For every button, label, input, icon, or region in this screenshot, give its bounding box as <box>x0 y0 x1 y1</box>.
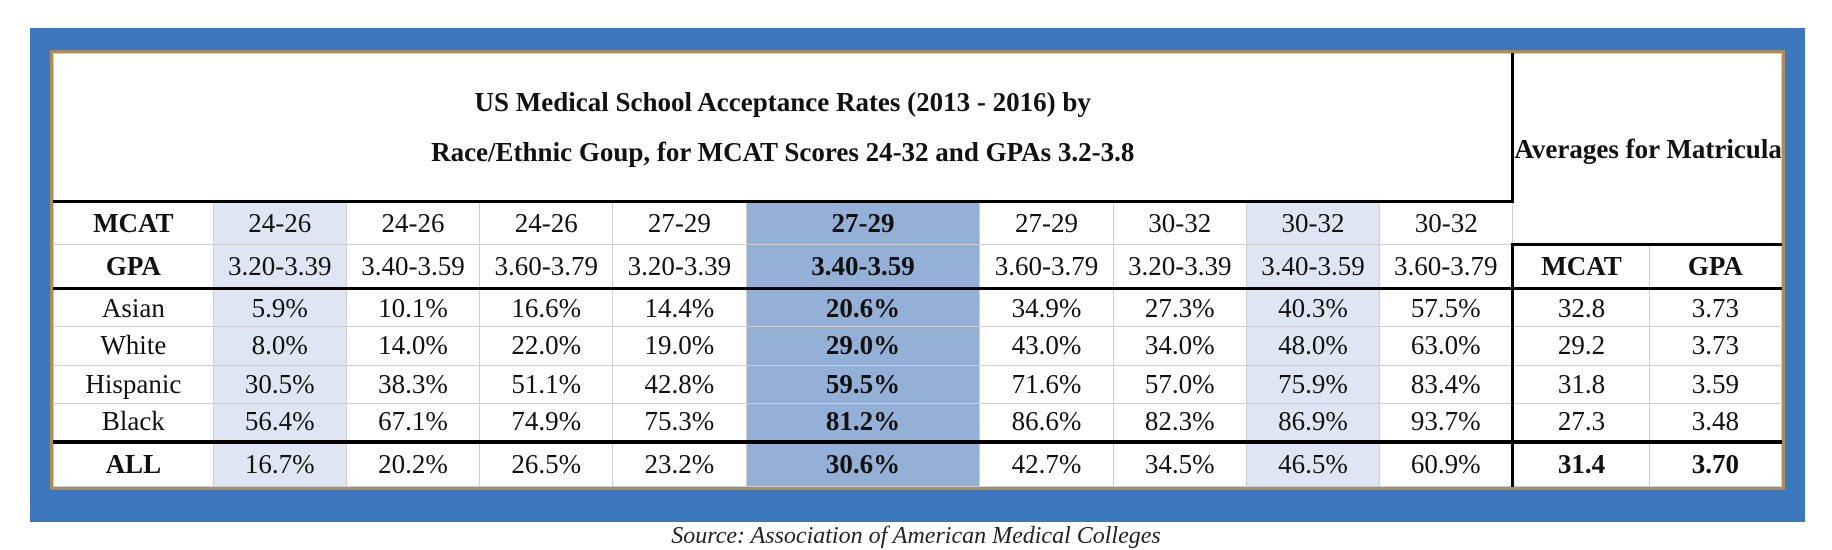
acceptance-rate-cell: 34.5% <box>1112 439 1247 487</box>
table-title-line2: Race/Ethnic Goup, for MCAT Scores 24-32 … <box>431 136 1135 167</box>
acceptance-rate-cell: 63.0% <box>1379 326 1515 366</box>
gpa-range-header: 3.40-3.59 <box>1245 244 1381 290</box>
average-column-header: GPA <box>1648 244 1783 290</box>
mcat-range-header: 30-32 <box>1245 200 1381 246</box>
table-frame: US Medical School Acceptance Rates (2013… <box>30 28 1805 522</box>
table-title: US Medical School Acceptance Rates (2013… <box>52 53 1515 203</box>
gpa-range-header: 3.20-3.39 <box>1112 244 1247 290</box>
source-note: Source: Association of American Medical … <box>671 523 1161 549</box>
group-label: ALL <box>53 439 214 487</box>
avg-mcat-cell: 32.8 <box>1512 287 1650 328</box>
avg-gpa-cell: 3.73 <box>1648 326 1783 366</box>
avg-gpa-cell: 3.59 <box>1648 364 1783 404</box>
acceptance-rate-cell: 29.0% <box>745 326 981 366</box>
gpa-range-header: 3.60-3.79 <box>479 244 614 290</box>
acceptance-rate-cell: 20.2% <box>345 439 481 487</box>
mcat-range-header: 27-29 <box>612 200 747 246</box>
acceptance-rate-cell: 30.5% <box>212 364 347 404</box>
gpa-range-header: 3.20-3.39 <box>212 244 347 290</box>
acceptance-rate-cell: 46.5% <box>1245 439 1381 487</box>
acceptance-rate-cell: 93.7% <box>1379 402 1515 443</box>
mcat-row-label: MCAT <box>53 200 214 246</box>
acceptance-rate-cell: 40.3% <box>1245 287 1381 328</box>
mcat-range-header: 24-26 <box>212 200 347 246</box>
table-row: Asian 5.9% 10.1% 16.6% 14.4% 20.6% 34.9% 27.3% 4… <box>53 287 1783 328</box>
table-title-line1: US Medical School Acceptance Rates (2013… <box>474 86 1091 117</box>
table-inner-border: US Medical School Acceptance Rates (2013… <box>50 50 1785 490</box>
acceptance-rate-cell: 48.0% <box>1245 326 1381 366</box>
acceptance-rate-cell: 86.9% <box>1245 402 1381 443</box>
gpa-range-header: 3.60-3.79 <box>1379 244 1515 290</box>
acceptance-rate-cell: 14.0% <box>345 326 481 366</box>
acceptance-rate-cell: 57.5% <box>1379 287 1515 328</box>
acceptance-rate-cell: 34.9% <box>979 287 1114 328</box>
gpa-range-header: 3.40-3.59 <box>345 244 481 290</box>
acceptance-rate-cell: 82.3% <box>1112 402 1247 443</box>
acceptance-rate-cell: 38.3% <box>345 364 481 404</box>
acceptance-rate-cell: 75.3% <box>612 402 747 443</box>
acceptance-rate-cell: 51.1% <box>479 364 614 404</box>
group-label: Asian <box>53 287 214 328</box>
acceptance-rate-cell: 27.3% <box>1112 287 1247 328</box>
acceptance-rate-cell: 8.0% <box>212 326 347 366</box>
table-total-row: ALL 16.7% 20.2% 26.5% 23.2% 30.6% 42.7% 34.5% 46… <box>53 439 1783 487</box>
acceptance-rate-cell: 23.2% <box>612 439 747 487</box>
acceptance-rate-cell: 5.9% <box>212 287 347 328</box>
avg-mcat-cell: 29.2 <box>1512 326 1650 366</box>
acceptance-rate-cell: 60.9% <box>1379 439 1515 487</box>
acceptance-rate-cell: 30.6% <box>745 439 981 487</box>
mcat-range-header: 30-32 <box>1379 200 1514 246</box>
acceptance-rate-cell: 16.6% <box>479 287 614 328</box>
acceptance-rate-cell: 75.9% <box>1245 364 1381 404</box>
acceptance-rate-cell: 71.6% <box>979 364 1114 404</box>
avg-gpa-cell: 3.48 <box>1648 402 1783 443</box>
acceptance-rate-cell: 57.0% <box>1112 364 1247 404</box>
table-row: Black 56.4% 67.1% 74.9% 75.3% 81.2% 86.6% 82.3%… <box>53 402 1783 443</box>
acceptance-rate-cell: 16.7% <box>212 439 347 487</box>
acceptance-rate-cell: 56.4% <box>212 402 347 443</box>
averages-title: Averages for Matriculants by Race/Ethnic… <box>1512 52 1782 247</box>
acceptance-rate-cell: 26.5% <box>479 439 614 487</box>
acceptance-rate-cell: 81.2% <box>745 402 981 443</box>
acceptance-rate-table: US Medical School Acceptance Rates (2013… <box>52 52 1783 487</box>
acceptance-rate-cell: 14.4% <box>612 287 747 328</box>
average-column-header: MCAT <box>1511 244 1650 290</box>
acceptance-rate-cell: 19.0% <box>612 326 747 366</box>
group-label: White <box>53 326 214 366</box>
avg-mcat-cell: 31.8 <box>1512 364 1650 404</box>
avg-gpa-cell: 3.70 <box>1648 439 1783 487</box>
mcat-range-header: 24-26 <box>345 200 481 246</box>
avg-mcat-cell: 31.4 <box>1512 439 1650 487</box>
table-row: White 8.0% 14.0% 22.0% 19.0% 29.0% 43.0% 34.0% 4… <box>53 326 1783 366</box>
gpa-range-header: 3.40-3.59 <box>745 244 981 290</box>
table-row: Hispanic 30.5% 38.3% 51.1% 42.8% 59.5% 71.6% 57… <box>53 364 1783 404</box>
avg-gpa-cell: 3.73 <box>1648 287 1783 328</box>
acceptance-rate-cell: 67.1% <box>345 402 481 443</box>
acceptance-rate-cell: 74.9% <box>479 402 614 443</box>
group-label: Hispanic <box>53 364 214 404</box>
acceptance-rate-cell: 59.5% <box>745 364 981 404</box>
mcat-range-header: 27-29 <box>745 200 981 246</box>
avg-mcat-cell: 27.3 <box>1512 402 1650 443</box>
gpa-range-header: 3.20-3.39 <box>612 244 747 290</box>
acceptance-rate-cell: 22.0% <box>479 326 614 366</box>
acceptance-rate-cell: 42.8% <box>612 364 747 404</box>
acceptance-rate-cell: 10.1% <box>345 287 481 328</box>
acceptance-rate-cell: 34.0% <box>1112 326 1247 366</box>
group-label: Black <box>53 402 214 443</box>
gpa-range-header: 3.60-3.79 <box>979 244 1114 290</box>
acceptance-rate-cell: 43.0% <box>979 326 1114 366</box>
gpa-row-label: GPA <box>53 244 214 290</box>
acceptance-rate-cell: 86.6% <box>979 402 1114 443</box>
acceptance-rate-cell: 20.6% <box>745 287 981 328</box>
acceptance-rate-cell: 42.7% <box>979 439 1114 487</box>
acceptance-rate-cell: 83.4% <box>1379 364 1515 404</box>
mcat-range-header: 27-29 <box>979 200 1114 246</box>
mcat-range-header: 24-26 <box>479 200 614 246</box>
mcat-range-header: 30-32 <box>1112 200 1247 246</box>
